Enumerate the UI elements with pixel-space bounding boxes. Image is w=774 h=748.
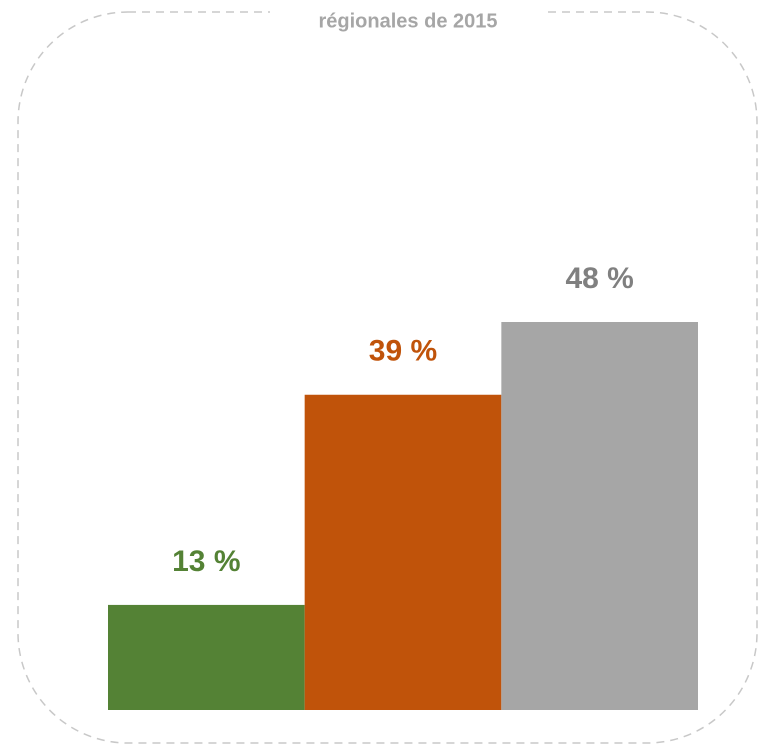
bar [108,604,305,710]
chart-title: régionales de 2015 [319,10,498,32]
data-label: 39 % [369,335,437,368]
data-label: 48 % [565,262,633,295]
bar [501,322,698,710]
bar [304,394,502,710]
title-backdrop [270,2,546,42]
data-label: 13 % [172,545,240,578]
